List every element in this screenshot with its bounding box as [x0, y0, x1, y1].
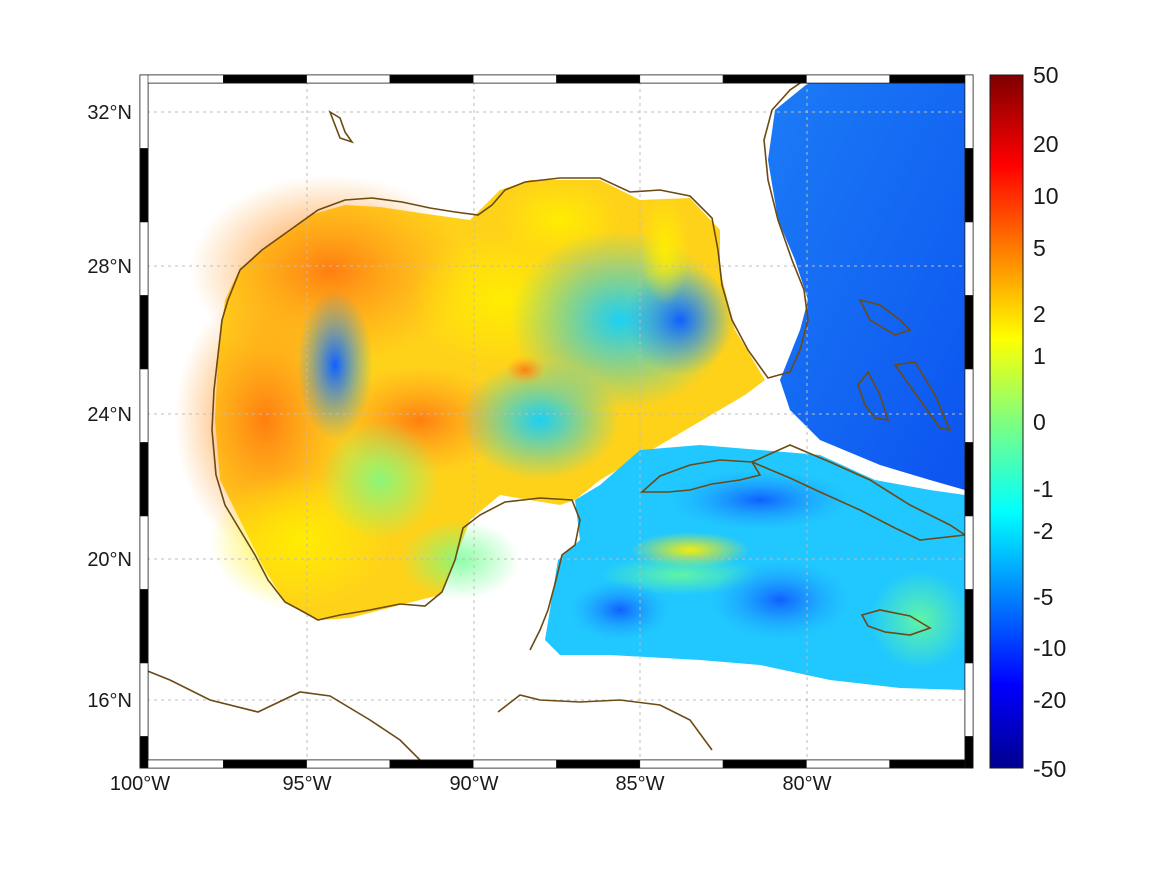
colorbar-labels: 50 20 10 5 2 1 0 -1 -2 -5 -10 -20 -50 — [1033, 62, 1066, 782]
lon-tick-90w: 90°W — [449, 773, 498, 795]
frame-right-segment — [964, 515, 974, 590]
colorbar-gradient — [989, 74, 1024, 769]
frame-bottom-segment — [223, 759, 307, 769]
colorbar-label-2: 2 — [1033, 301, 1046, 327]
frame-bottom-segment — [556, 759, 641, 769]
frame-left-segment — [139, 148, 149, 223]
lon-tick-85w: 85°W — [615, 773, 664, 795]
frame-top-segment — [722, 74, 807, 84]
lon-tick-100w: 100°W — [110, 773, 170, 795]
colorbar-label-50: 50 — [1033, 62, 1059, 88]
colorbar-label-10: 10 — [1033, 183, 1059, 209]
frame-bottom-segment — [639, 759, 724, 769]
frame-left-segment — [139, 736, 149, 769]
colorbar — [989, 74, 1024, 769]
colorbar-label-neg50: -50 — [1033, 756, 1066, 782]
frame-left-segment — [139, 442, 149, 517]
frame-left-segment — [139, 295, 149, 370]
colorbar-label-neg2: -2 — [1033, 518, 1053, 544]
frame-bottom-segment — [889, 759, 974, 769]
frame-top-segment — [389, 74, 474, 84]
lat-tick-16n: 16°N — [87, 690, 132, 712]
frame-left-segment — [139, 221, 149, 296]
colorbar-label-neg5: -5 — [1033, 584, 1053, 610]
frame-dash-segments — [139, 74, 974, 769]
data-field — [175, 80, 970, 690]
lat-tick-20n: 20°N — [87, 549, 132, 571]
grid-lines — [140, 75, 973, 768]
frame-right-segment — [964, 368, 974, 443]
lon-tick-labels: 100°W 95°W 90°W 85°W 80°W — [110, 773, 832, 795]
lon-tick-95w: 95°W — [282, 773, 331, 795]
colorbar-label-0: 0 — [1033, 409, 1046, 435]
frame-bottom-segment — [806, 759, 891, 769]
atlantic-data-region — [768, 80, 965, 490]
frame-bottom-segment — [139, 759, 224, 769]
frame-top-segment — [556, 74, 641, 84]
frame-right-segment — [964, 736, 974, 769]
frame-top-segment — [639, 74, 724, 84]
frame-right-segment — [964, 662, 974, 737]
frame-right-segment — [964, 589, 974, 664]
lat-tick-28n: 28°N — [87, 256, 132, 278]
coastlines — [140, 75, 968, 766]
lat-tick-32n: 32°N — [87, 102, 132, 124]
lat-tick-24n: 24°N — [87, 404, 132, 426]
lon-tick-80w: 80°W — [782, 773, 831, 795]
frame-bottom-segment — [306, 759, 391, 769]
frame-left-segment — [139, 74, 149, 149]
frame-top-segment — [139, 74, 224, 84]
colorbar-label-neg1: -1 — [1033, 476, 1053, 502]
frame-top-segment — [223, 74, 307, 84]
frame-top-segment — [472, 74, 557, 84]
frame-left-segment — [139, 368, 149, 443]
colorbar-label-5: 5 — [1033, 235, 1046, 261]
colorbar-label-neg10: -10 — [1033, 635, 1066, 661]
colorbar-label-1: 1 — [1033, 343, 1046, 369]
lat-tick-labels: 32°N 28°N 24°N 20°N 16°N — [87, 102, 132, 712]
frame-bottom-segment — [472, 759, 557, 769]
frame-right-segment — [964, 295, 974, 370]
frame-bottom-segment — [722, 759, 807, 769]
frame-bottom-segment — [389, 759, 474, 769]
frame-top-segment — [306, 74, 391, 84]
frame-right-segment — [964, 74, 974, 149]
frame-top-segment — [889, 74, 974, 84]
frame-left-segment — [139, 662, 149, 737]
frame-right-segment — [964, 148, 974, 223]
frame-right-segment — [964, 442, 974, 517]
frame-top-segment — [806, 74, 891, 84]
frame-right-segment — [964, 221, 974, 296]
colorbar-label-neg20: -20 — [1033, 687, 1066, 713]
frame-left-segment — [139, 589, 149, 664]
frame-left-segment — [139, 515, 149, 590]
colorbar-label-20: 20 — [1033, 131, 1059, 157]
